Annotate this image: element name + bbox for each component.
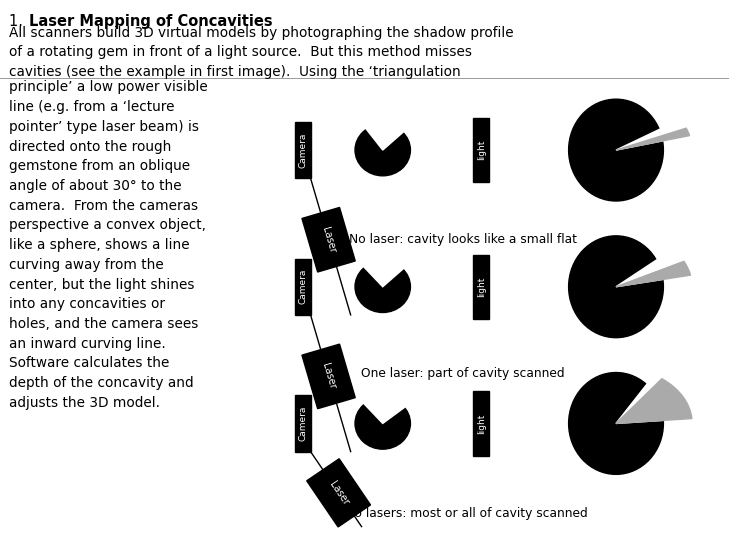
Wedge shape [616,249,690,287]
Wedge shape [616,379,692,423]
Text: No laser: cavity looks like a small flat: No laser: cavity looks like a small flat [349,233,577,246]
Wedge shape [616,120,690,150]
FancyBboxPatch shape [473,255,489,319]
Text: Camera: Camera [298,269,307,304]
Wedge shape [616,262,690,287]
Text: Laser: Laser [320,226,337,254]
Ellipse shape [355,124,410,176]
Text: All scanners build 3D virtual models by photographing the shadow profile
of a ro: All scanners build 3D virtual models by … [9,26,513,79]
Text: Two lasers: most or all of cavity scanned: Two lasers: most or all of cavity scanne… [338,507,588,519]
Text: 1.: 1. [9,14,32,29]
FancyBboxPatch shape [295,258,311,315]
Wedge shape [616,375,692,423]
Text: principle’ a low power visible
line (e.g. from a ‘lecture
pointer’ type laser be: principle’ a low power visible line (e.g… [9,80,208,410]
Text: Laser Mapping of Concavities: Laser Mapping of Concavities [29,14,273,29]
FancyBboxPatch shape [295,122,311,178]
Text: One laser: part of cavity scanned: One laser: part of cavity scanned [361,367,565,380]
FancyBboxPatch shape [473,391,489,456]
Ellipse shape [569,373,663,474]
FancyBboxPatch shape [473,118,489,182]
Text: light: light [477,140,486,160]
Text: Camera: Camera [298,132,307,168]
Text: light: light [477,277,486,297]
Ellipse shape [569,236,663,338]
Ellipse shape [569,99,663,201]
Wedge shape [616,128,690,150]
FancyBboxPatch shape [295,396,311,451]
Ellipse shape [355,398,410,449]
Text: Laser: Laser [327,479,350,507]
Wedge shape [359,257,408,287]
Text: light: light [477,413,486,434]
Ellipse shape [355,261,410,312]
Wedge shape [359,394,411,423]
Wedge shape [362,121,408,150]
Text: Laser: Laser [320,362,337,391]
Text: Camera: Camera [298,406,307,441]
